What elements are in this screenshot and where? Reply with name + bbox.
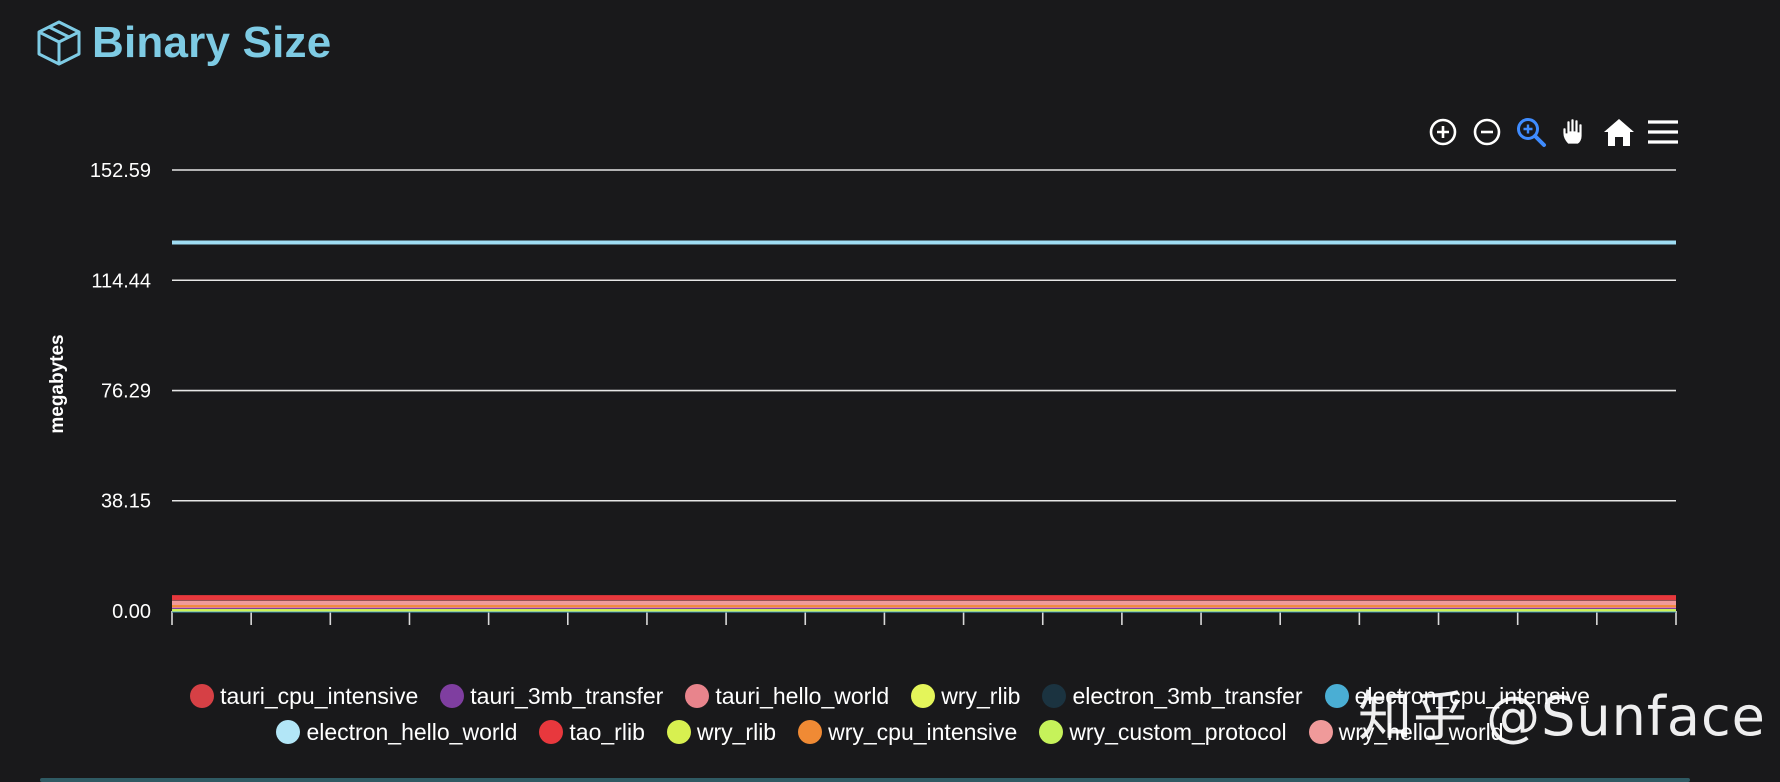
legend-label: wry_hello_world [1338,718,1504,745]
legend-marker [798,720,823,744]
y-tick-labels: 0.00 38.15 76.29 114.44 152.59 [90,160,151,623]
legend-label: tauri_hello_world [715,682,890,709]
bottom-scroll-strip [40,778,1690,782]
reset-zoom-button[interactable] [1602,115,1636,149]
binary-size-chart: 0.00 38.15 76.29 114.44 152.59 megabytes [47,160,1677,625]
chart-toolbar [1426,115,1680,149]
legend-marker [666,720,691,744]
legend-item-electron_3mb_transfer[interactable]: electron_3mb_transfer [1042,682,1303,710]
legend-label: wry_cpu_intensive [828,718,1018,745]
page-title: Binary Size [92,18,332,67]
legend-label: wry_rlib [941,682,1021,709]
legend-label: electron_hello_world [306,718,518,745]
legend-marker [685,684,710,708]
chart-menu-button[interactable] [1646,115,1680,149]
grid-lines [172,169,1676,502]
legend-marker [440,684,465,708]
legend-marker [539,720,564,744]
legend-marker [276,720,301,744]
legend-marker [1039,720,1064,744]
legend-row-1: tauri_cpu_intensive tauri_3mb_transfer tau… [0,678,1780,714]
pan-button[interactable] [1558,115,1592,149]
zoom-in-icon [1429,118,1457,146]
legend-label: wry_rlib [696,718,777,745]
legend-label: tauri_cpu_intensive [220,682,419,709]
chart-legend: tauri_cpu_intensive tauri_3mb_transfer tau… [0,678,1780,750]
legend-label: wry_custom_protocol [1069,718,1287,745]
x-axis [171,610,1677,625]
zoom-out-icon [1473,118,1501,146]
legend-item-wry_cpu_intensive[interactable]: wry_cpu_intensive [798,719,1017,746]
legend-marker [190,684,215,708]
y-tick-label: 38.15 [101,491,151,513]
legend-item-tauri_cpu_intensive[interactable]: tauri_cpu_intensive [190,683,418,710]
series-lines [172,240,1676,613]
legend-item-wry_rlib[interactable]: wry_rlib [911,683,1020,710]
zoom-in-button[interactable] [1426,115,1460,149]
y-axis-label: megabytes [47,334,68,433]
legend-marker [1308,720,1333,744]
y-tick-label: 0.00 [112,601,151,623]
legend-item-wry_custom_protocol[interactable]: wry_custom_protocol [1039,718,1287,746]
y-tick-label: 114.44 [91,270,151,292]
legend-item-wry_hello_world[interactable]: wry_hello_world [1308,718,1504,746]
legend-label: tauri_3mb_transfer [470,682,664,709]
legend-row-2: electron_hello_world tao_rlib wry_rlib wry_… [0,714,1780,750]
pan-hand-icon [1562,118,1583,145]
selection-zoom-button[interactable] [1514,115,1548,149]
legend-label: electron_3mb_transfer [1072,682,1303,709]
legend-marker [1042,684,1067,708]
legend-item-tauri_hello_world[interactable]: tauri_hello_world [685,683,889,710]
legend-item-wry_rlib[interactable]: wry_rlib [666,718,777,746]
chart-header: Binary Size [34,18,331,68]
legend-item-electron_hello_world[interactable]: electron_hello_world [276,719,517,746]
legend-label: tao_rlib [569,718,645,745]
legend-item-tauri_3mb_transfer[interactable]: tauri_3mb_transfer [440,683,663,710]
watermark: 知乎 @Sunface [1358,685,1766,748]
y-tick-label: 76.29 [101,381,151,403]
cube-icon [37,20,81,66]
legend-marker [911,684,936,708]
zoom-out-button[interactable] [1470,115,1504,149]
reset-home-icon [1604,119,1634,146]
selection-zoom-icon [1517,118,1546,147]
y-tick-label: 152.59 [90,160,151,182]
legend-item-electron_cpu_intensive[interactable]: electron_cpu_intensive [1324,682,1590,710]
legend-item-tao_rlib[interactable]: tao_rlib [539,718,645,746]
menu-icon [1648,120,1678,144]
legend-marker [1324,684,1349,708]
legend-label: electron_cpu_intensive [1354,682,1590,709]
